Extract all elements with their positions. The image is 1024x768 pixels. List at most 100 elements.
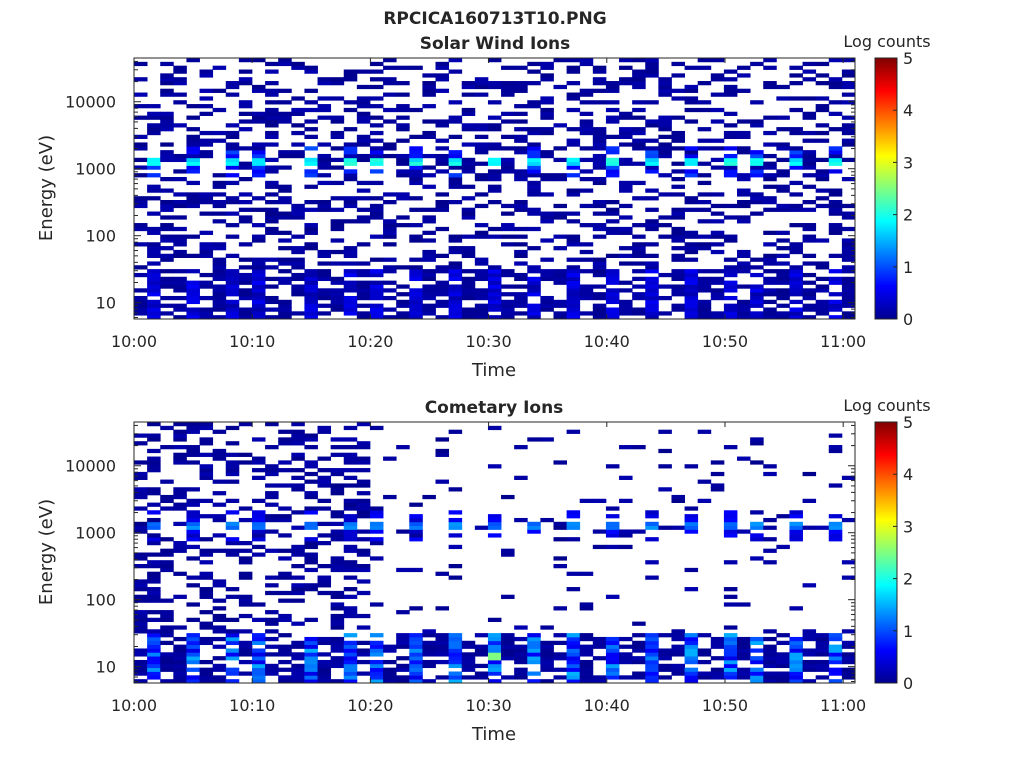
- heatmap-cell: [134, 525, 148, 530]
- heatmap-cell: [238, 200, 253, 205]
- heatmap-cell: [278, 315, 292, 320]
- heatmap-cell: [186, 280, 200, 285]
- heatmap-cell: [343, 203, 358, 209]
- heatmap-cell: [291, 249, 305, 255]
- heatmap-cell: [540, 215, 554, 220]
- heatmap-cell: [802, 659, 817, 665]
- heatmap-cell: [723, 644, 738, 649]
- heatmap-cell: [723, 269, 738, 274]
- heatmap-cell: [369, 234, 384, 239]
- heatmap-cell: [330, 276, 345, 282]
- heatmap-cell: [448, 276, 463, 282]
- heatmap-cell: [278, 468, 292, 473]
- heatmap-cell: [671, 269, 685, 274]
- heatmap-cell: [776, 246, 790, 251]
- heatmap-cell: [605, 207, 620, 212]
- heatmap-cell: [343, 640, 358, 646]
- heatmap-cell: [186, 517, 200, 523]
- heatmap-cell: [579, 498, 594, 503]
- heatmap-cell: [160, 280, 174, 285]
- heatmap-cell: [343, 445, 358, 450]
- heatmap-cell: [330, 537, 345, 542]
- heatmap-cell: [369, 69, 384, 74]
- heatmap-cell: [304, 560, 318, 565]
- heatmap-cell: [435, 265, 450, 270]
- heatmap-cell: [632, 115, 646, 120]
- heatmap-cell: [579, 671, 594, 676]
- heatmap-cell: [461, 142, 476, 147]
- heatmap-cell: [645, 663, 659, 669]
- heatmap-cell: [173, 200, 187, 205]
- heatmap-cell: [225, 196, 240, 201]
- y-tick-label: 10: [96, 294, 116, 313]
- heatmap-cell: [514, 84, 528, 90]
- heatmap-cell: [343, 437, 358, 442]
- heatmap-cell: [527, 146, 541, 151]
- heatmap-cell: [802, 633, 817, 638]
- heatmap-cell: [278, 119, 292, 124]
- heatmap-cell: [566, 295, 581, 301]
- heatmap-cell: [317, 663, 332, 669]
- heatmap-cell: [238, 77, 253, 82]
- heatmap-cell: [134, 671, 148, 676]
- heatmap-cell: [789, 525, 803, 530]
- heatmap-cell: [527, 188, 541, 193]
- heatmap-cell: [134, 679, 148, 684]
- heatmap-cell: [645, 153, 659, 159]
- heatmap-cell: [343, 269, 358, 274]
- heatmap-cell: [763, 644, 777, 649]
- heatmap-cell: [592, 307, 607, 312]
- heatmap-cell: [304, 107, 318, 113]
- heatmap-cell: [789, 96, 803, 101]
- heatmap-cell: [632, 445, 646, 450]
- heatmap-cell: [828, 223, 843, 228]
- heatmap-cell: [789, 249, 803, 255]
- heatmap-cell: [238, 648, 253, 653]
- heatmap-cell: [356, 315, 371, 320]
- heatmap-cell: [684, 675, 699, 680]
- heatmap-cell: [645, 161, 659, 166]
- heatmap-cell: [841, 142, 856, 147]
- heatmap-cell: [461, 84, 476, 90]
- heatmap-cell: [514, 81, 528, 86]
- heatmap-cell: [409, 533, 423, 538]
- heatmap-cell: [841, 276, 856, 282]
- heatmap-cell: [173, 506, 187, 511]
- heatmap-cell: [304, 299, 318, 305]
- heatmap-cell: [776, 184, 790, 189]
- heatmap-cell: [199, 441, 214, 446]
- heatmap-cell: [330, 613, 345, 619]
- heatmap-cell: [474, 173, 489, 178]
- heatmap-cell: [776, 652, 790, 657]
- heatmap-cell: [225, 629, 240, 634]
- heatmap-cell: [212, 257, 227, 262]
- heatmap-cell: [199, 475, 214, 480]
- heatmap-cell: [369, 130, 384, 136]
- heatmap-cell: [238, 659, 253, 665]
- heatmap-cell: [251, 157, 266, 163]
- heatmap-cell: [304, 134, 318, 139]
- heatmap-cell: [592, 69, 607, 74]
- heatmap-cell: [409, 656, 423, 661]
- colorbar-tick-label: 5: [903, 413, 913, 432]
- heatmap-cell: [343, 69, 358, 74]
- heatmap-cell: [763, 560, 777, 565]
- heatmap-cell: [199, 150, 214, 155]
- heatmap-cell: [186, 652, 200, 657]
- heatmap-cell: [134, 295, 148, 301]
- heatmap-cell: [278, 675, 292, 680]
- heatmap-cell: [330, 77, 345, 82]
- heatmap-cell: [553, 652, 567, 657]
- heatmap-cell: [828, 253, 843, 258]
- heatmap-cell: [265, 671, 279, 676]
- heatmap-cell: [566, 429, 581, 434]
- heatmap-cell: [658, 115, 672, 120]
- heatmap-cell: [605, 200, 620, 205]
- heatmap-cell: [160, 445, 174, 450]
- heatmap-cell: [356, 652, 371, 657]
- heatmap-cell: [238, 81, 253, 86]
- heatmap-cell: [579, 679, 594, 684]
- heatmap-cell: [278, 238, 292, 243]
- heatmap-cell: [291, 203, 305, 209]
- heatmap-cell: [343, 560, 358, 565]
